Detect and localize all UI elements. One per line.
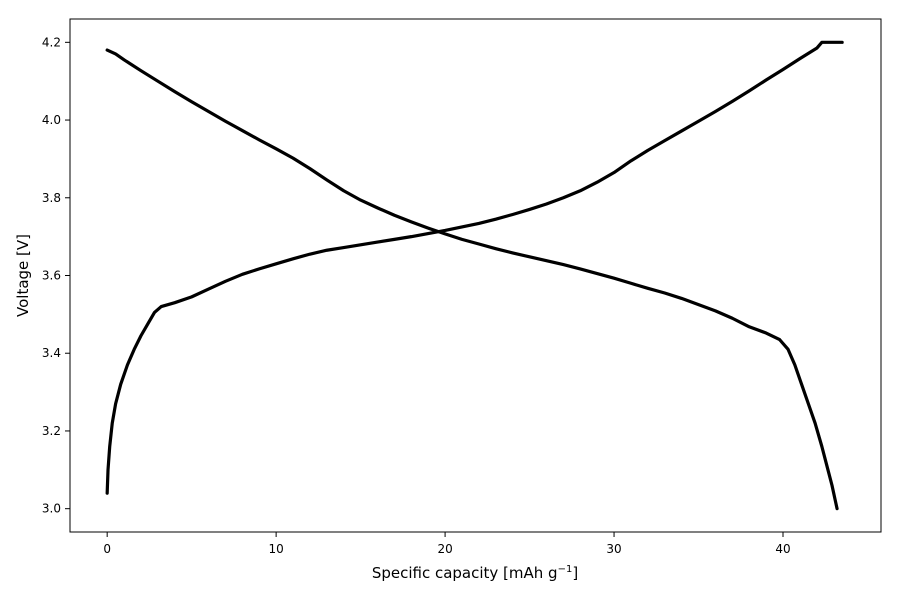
x-tick-label: 40	[775, 542, 790, 556]
data-series-group	[105, 40, 844, 511]
y-tick-label: 3.4	[42, 346, 61, 360]
series-line-2	[105, 48, 839, 511]
x-axis-label-suffix: ]	[572, 564, 578, 582]
x-axis-label-superscript: −1	[558, 564, 573, 575]
x-tick-label: 0	[103, 542, 111, 556]
y-tick-label: 3.8	[42, 191, 61, 205]
series-line-1	[105, 40, 844, 495]
y-axis-label: Voltage [V]	[14, 234, 32, 317]
y-tick-label: 3.0	[42, 502, 61, 516]
x-axis-ticks: 0 10 20 30 40	[103, 532, 791, 556]
x-tick-label: 10	[268, 542, 283, 556]
x-tick-label: 30	[606, 542, 621, 556]
x-tick-label: 20	[437, 542, 452, 556]
plot-frame	[69, 18, 882, 533]
y-tick-label: 3.6	[42, 269, 61, 283]
y-tick-label: 4.0	[42, 113, 61, 127]
x-axis-label: Specific capacity [mAh g−1]	[372, 564, 578, 582]
y-axis-ticks: 3.0 3.2 3.4 3.6 3.8 4.0 4.2	[42, 35, 70, 516]
y-tick-label: 4.2	[42, 35, 61, 49]
x-axis-label-text: Specific capacity [mAh g	[372, 564, 558, 582]
y-tick-label: 3.2	[42, 424, 61, 438]
